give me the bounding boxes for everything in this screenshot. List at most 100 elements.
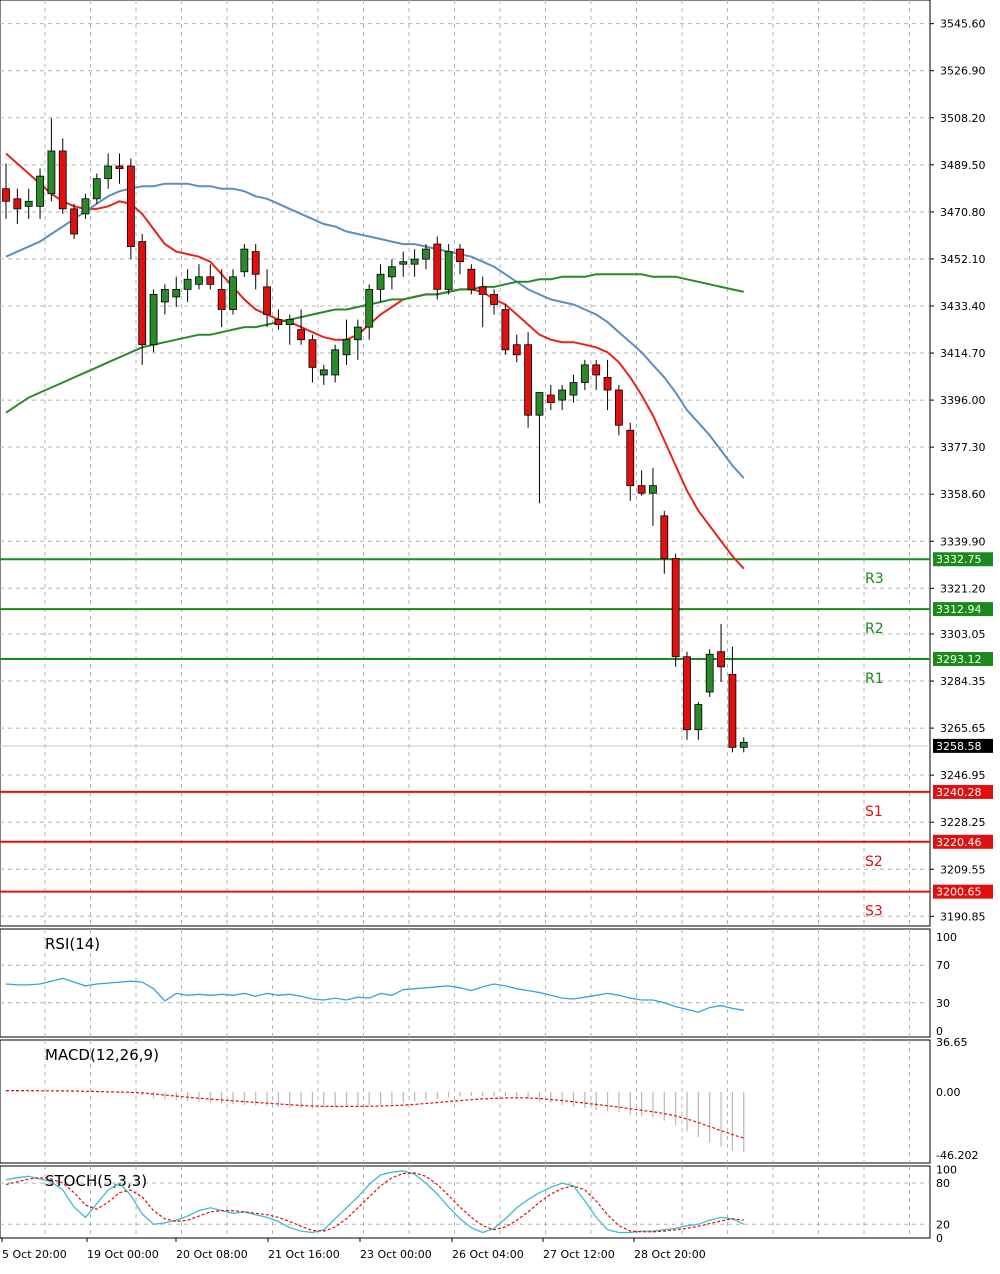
price-tick-label: 3303.05 <box>940 628 986 641</box>
candle-bullish <box>353 326 362 341</box>
candle-bearish <box>490 294 498 305</box>
x-tick-label: 19 Oct 00:00 <box>87 1248 159 1261</box>
candle-bearish <box>297 329 306 341</box>
candle-bullish <box>319 369 328 376</box>
level-value-badge <box>933 552 993 567</box>
x-tick-label: 21 Oct 16:00 <box>268 1248 340 1261</box>
candle-bullish <box>365 288 374 328</box>
x-tick-label: 5 Oct 20:00 <box>2 1248 67 1261</box>
macd-tick-label: 36.65 <box>936 1036 968 1049</box>
price-tick-label: 3246.95 <box>940 769 986 782</box>
candle-bearish <box>478 286 487 295</box>
level-value-badge <box>933 651 993 666</box>
candle-bearish <box>501 309 510 351</box>
rsi-tick-label: 100 <box>936 931 957 944</box>
price-tick-label: 3433.40 <box>940 300 986 313</box>
candle-bullish <box>36 175 44 207</box>
candle-bearish <box>308 339 317 368</box>
candle-bullish <box>422 248 430 260</box>
x-tick-label: 28 Oct 20:00 <box>634 1248 706 1261</box>
candle-bearish <box>546 394 555 404</box>
x-tick-label: 20 Oct 08:00 <box>176 1248 248 1261</box>
candle-bullish <box>240 248 249 273</box>
candle-bullish <box>410 258 419 265</box>
stoch-tick-label: 0 <box>936 1232 943 1245</box>
candle-bearish <box>660 515 669 560</box>
candle-bearish <box>524 344 532 416</box>
candle-bullish <box>81 198 90 215</box>
candle-bearish <box>637 485 646 494</box>
candle-bullish <box>376 273 385 290</box>
candle-bearish <box>115 165 124 169</box>
candle-bullish <box>342 339 351 356</box>
candle-bullish <box>558 389 567 401</box>
level-value-label: 3293.12 <box>936 653 982 666</box>
macd-title: MACD(12,26,9) <box>45 1046 159 1064</box>
price-tick-label: 3396.00 <box>940 394 986 407</box>
candle-bullish <box>387 266 396 278</box>
x-tick-label: 27 Oct 12:00 <box>543 1248 615 1261</box>
candle-bullish <box>104 165 113 180</box>
level-name-label: R1 <box>865 671 884 687</box>
candle-bullish <box>399 261 408 265</box>
price-tick-label: 3489.50 <box>940 159 986 172</box>
level-value-badge <box>933 784 993 799</box>
level-value-badge <box>933 884 993 899</box>
price-tick-label: 3452.10 <box>940 253 986 266</box>
price-tick-label: 3508.20 <box>940 112 986 125</box>
candle-bullish <box>183 278 192 290</box>
stoch-main-line <box>5 1170 745 1234</box>
price-tick-label: 3265.65 <box>940 722 986 735</box>
candle-bearish <box>126 165 135 247</box>
price-tick-label: 3526.90 <box>940 65 986 78</box>
level-name-label: S2 <box>865 854 883 870</box>
stoch-tick-label: 100 <box>936 1163 957 1176</box>
candle-bullish <box>229 276 237 310</box>
candle-bullish <box>160 288 169 303</box>
current-price-badge <box>933 738 993 753</box>
price-tick-label: 3358.60 <box>940 488 986 501</box>
level-name-label: R2 <box>865 621 884 637</box>
price-tick-label: 3470.80 <box>940 206 986 219</box>
level-value-label: 3200.65 <box>936 886 982 899</box>
candle-bearish <box>58 150 67 210</box>
stoch-title: STOCH(5,3,3) <box>45 1172 147 1190</box>
candle-bearish <box>13 198 22 210</box>
rsi-title: RSI(14) <box>45 935 100 953</box>
macd-signal-line <box>6 1090 744 1139</box>
candle-bearish <box>626 429 635 487</box>
candle-bearish <box>138 241 147 346</box>
price-tick-label: 3339.90 <box>940 535 986 548</box>
rsi-panel-frame <box>0 928 931 1038</box>
level-value-badge <box>933 602 993 617</box>
candle-bearish <box>615 389 623 426</box>
price-tick-label: 3377.30 <box>940 441 986 454</box>
candle-bearish <box>728 673 737 748</box>
stoch-panel-frame <box>0 1165 931 1239</box>
price-tick-label: 3321.20 <box>940 582 986 595</box>
candle-bearish <box>671 558 680 658</box>
candle-bearish <box>217 288 226 310</box>
candle-bullish <box>705 653 714 693</box>
candle-bearish <box>467 268 476 290</box>
rsi-line <box>5 977 744 1013</box>
candle-bullish <box>444 251 453 290</box>
price-tick-label: 3228.25 <box>940 816 986 829</box>
x-tick-label: 23 Oct 00:00 <box>360 1248 432 1261</box>
level-name-label: R3 <box>865 571 884 587</box>
candle-bullish <box>92 178 101 200</box>
candle-bearish <box>433 243 442 290</box>
level-value-label: 3312.94 <box>936 603 982 616</box>
candle-bearish <box>70 208 78 235</box>
price-panel-frame <box>0 0 931 927</box>
price-tick-label: 3545.60 <box>940 18 986 31</box>
x-tick-label: 26 Oct 04:00 <box>452 1248 524 1261</box>
candle-bullish <box>739 741 748 748</box>
candle-bullish <box>694 704 703 731</box>
stoch-tick-label: 80 <box>936 1177 950 1190</box>
candle-bullish <box>149 294 158 346</box>
rsi-tick-label: 70 <box>936 959 950 972</box>
level-value-label: 3220.46 <box>936 836 982 849</box>
